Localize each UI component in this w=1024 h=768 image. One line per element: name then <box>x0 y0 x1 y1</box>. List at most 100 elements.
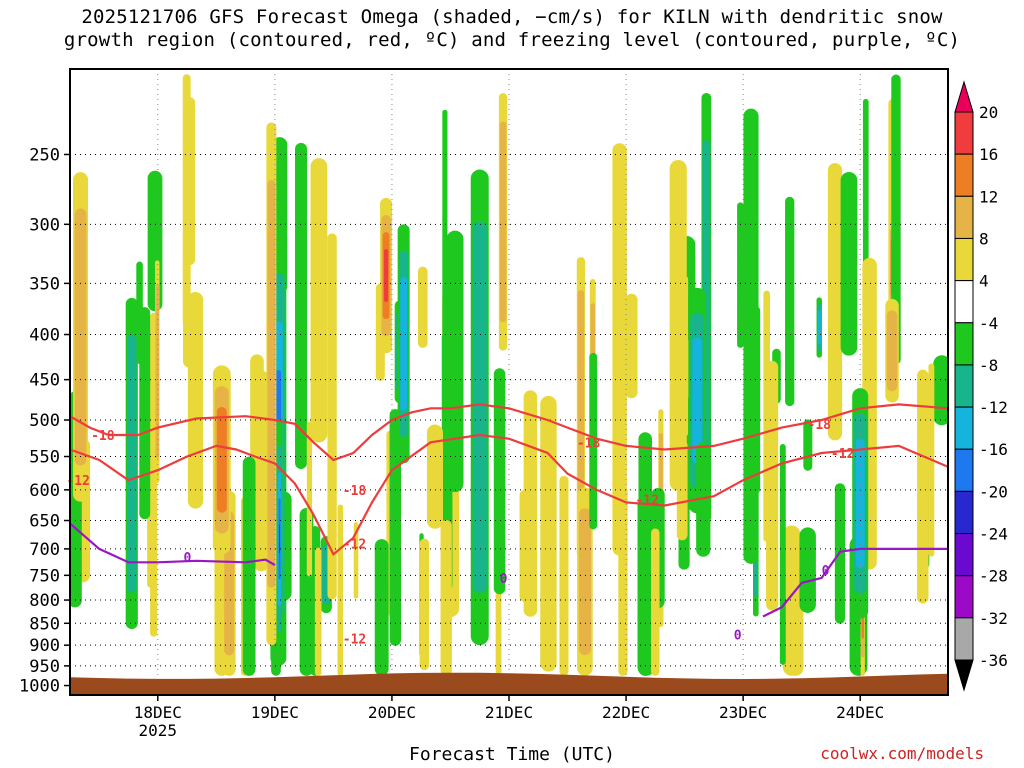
y-tick-label: 550 <box>29 448 60 468</box>
contour-label: -12 <box>635 493 658 508</box>
omega-streak <box>353 522 359 599</box>
colorbar-label: -8 <box>979 356 998 375</box>
omega-streak <box>337 504 344 676</box>
contour-label: -12 <box>343 633 366 648</box>
colorbar-label: -16 <box>979 440 1008 459</box>
omega-streak <box>493 368 506 595</box>
contour-label: -18 <box>808 418 832 433</box>
chart-title: 2025121706 GFS Forecast Omega (shaded, −… <box>0 6 1024 52</box>
y-tick-label: 850 <box>29 614 60 634</box>
omega-streak <box>147 170 163 312</box>
y-tick-label: 650 <box>29 512 60 532</box>
omega-streak <box>763 290 770 542</box>
omega-streak <box>737 202 744 348</box>
omega-streak-core <box>155 284 159 459</box>
colorbar-cell <box>954 490 974 535</box>
omega-streak <box>187 291 204 509</box>
contour-label: -12 <box>66 474 89 489</box>
contour-line-0 <box>762 547 948 618</box>
y-tick-label: 900 <box>29 636 60 656</box>
y-tick-label: 1000 <box>19 677 60 697</box>
omega-streak-core <box>578 508 592 656</box>
omega-streak-core <box>692 337 703 464</box>
contour-label: 0 <box>500 572 508 587</box>
y-tick-label: 500 <box>29 411 60 431</box>
y-tick-label: 350 <box>29 274 60 294</box>
y-tick-label: 250 <box>29 145 60 165</box>
omega-streak-core <box>472 221 487 593</box>
colorbar-label: -36 <box>979 651 1008 670</box>
x-tick-label: 23DEC <box>719 703 767 722</box>
omega-streak-core <box>216 406 227 513</box>
y-tick-label: 800 <box>29 591 60 611</box>
omega-streak <box>559 475 569 676</box>
omega-streak <box>782 525 801 676</box>
omega-streak-core <box>384 249 389 302</box>
x-tick-label: 21DEC <box>485 703 533 722</box>
omega-streak <box>446 230 464 493</box>
omega-streak <box>651 528 660 676</box>
colorbar-cell <box>954 195 974 239</box>
x-tick-label: 24DEC <box>836 703 884 722</box>
x-tick-label: 20DEC <box>368 703 416 722</box>
omega-streak-core <box>127 334 137 593</box>
omega-streak <box>327 233 337 600</box>
omega-streak <box>589 352 598 530</box>
colorbar-label: -24 <box>979 525 1008 544</box>
omega-streak <box>389 409 402 646</box>
terrain-ground <box>70 672 948 695</box>
y-tick-label: 700 <box>29 540 60 560</box>
contour-label: 0 <box>734 628 742 643</box>
omega-streak <box>136 261 143 364</box>
omega-streak <box>618 485 628 676</box>
omega-streak-core <box>279 524 280 554</box>
omega-streak-core <box>74 208 87 466</box>
omega-streak <box>440 520 452 676</box>
omega-streak-core <box>577 290 585 525</box>
colorbar-label: 4 <box>979 272 989 291</box>
colorbar-cell <box>954 533 974 577</box>
chart-title-line1: 2025121706 GFS Forecast Omega (shaded, −… <box>81 6 943 28</box>
omega-streak <box>242 456 256 676</box>
colorbar-label: -4 <box>979 314 998 333</box>
omega-streak <box>625 293 638 399</box>
omega-streak <box>314 547 322 676</box>
y-tick-label: 950 <box>29 657 60 677</box>
omega-streak <box>751 306 761 494</box>
colorbar-top-arrow <box>954 80 974 113</box>
colorbar-label: -20 <box>979 482 1008 501</box>
omega-shading <box>70 74 948 676</box>
contour-label: -12 <box>831 447 854 462</box>
chart-title-line2: growth region (contoured, red, ºC) and f… <box>63 29 961 51</box>
contour-label: -18 <box>343 484 367 499</box>
contour-label: -18 <box>91 429 115 444</box>
x-tick-sublabel: 2025 <box>139 721 178 740</box>
omega-streak <box>417 266 428 348</box>
x-tick-label: 22DEC <box>602 703 650 722</box>
y-tick-label: 450 <box>29 371 60 391</box>
omega-streak <box>419 538 430 671</box>
omega-streak <box>523 390 538 617</box>
omega-streak <box>779 443 786 665</box>
colorbar-label: 16 <box>979 145 998 164</box>
y-tick-label: 600 <box>29 481 60 501</box>
colorbar-label: 12 <box>979 187 998 206</box>
omega-streak <box>637 496 655 676</box>
contour-line--18 <box>70 403 948 462</box>
contour-label: -18 <box>577 436 601 451</box>
colorbar-cell <box>954 448 974 492</box>
omega-streak <box>917 369 929 604</box>
omega-streak-core <box>499 121 507 323</box>
omega-streak <box>840 171 858 356</box>
omega-streak <box>696 442 711 557</box>
contour-line-0 <box>70 522 276 566</box>
omega-streak <box>374 539 389 676</box>
credit-text: coolwx.com/models <box>820 744 984 763</box>
omega-streak <box>426 424 443 529</box>
omega-streak <box>669 159 687 492</box>
omega-streak <box>295 142 307 470</box>
colorbar: 20 16 12 8 4 -4 -8 -12 -16 -20 -24 -28 -32 -36 <box>954 80 1008 692</box>
omega-streak-core <box>886 310 898 392</box>
